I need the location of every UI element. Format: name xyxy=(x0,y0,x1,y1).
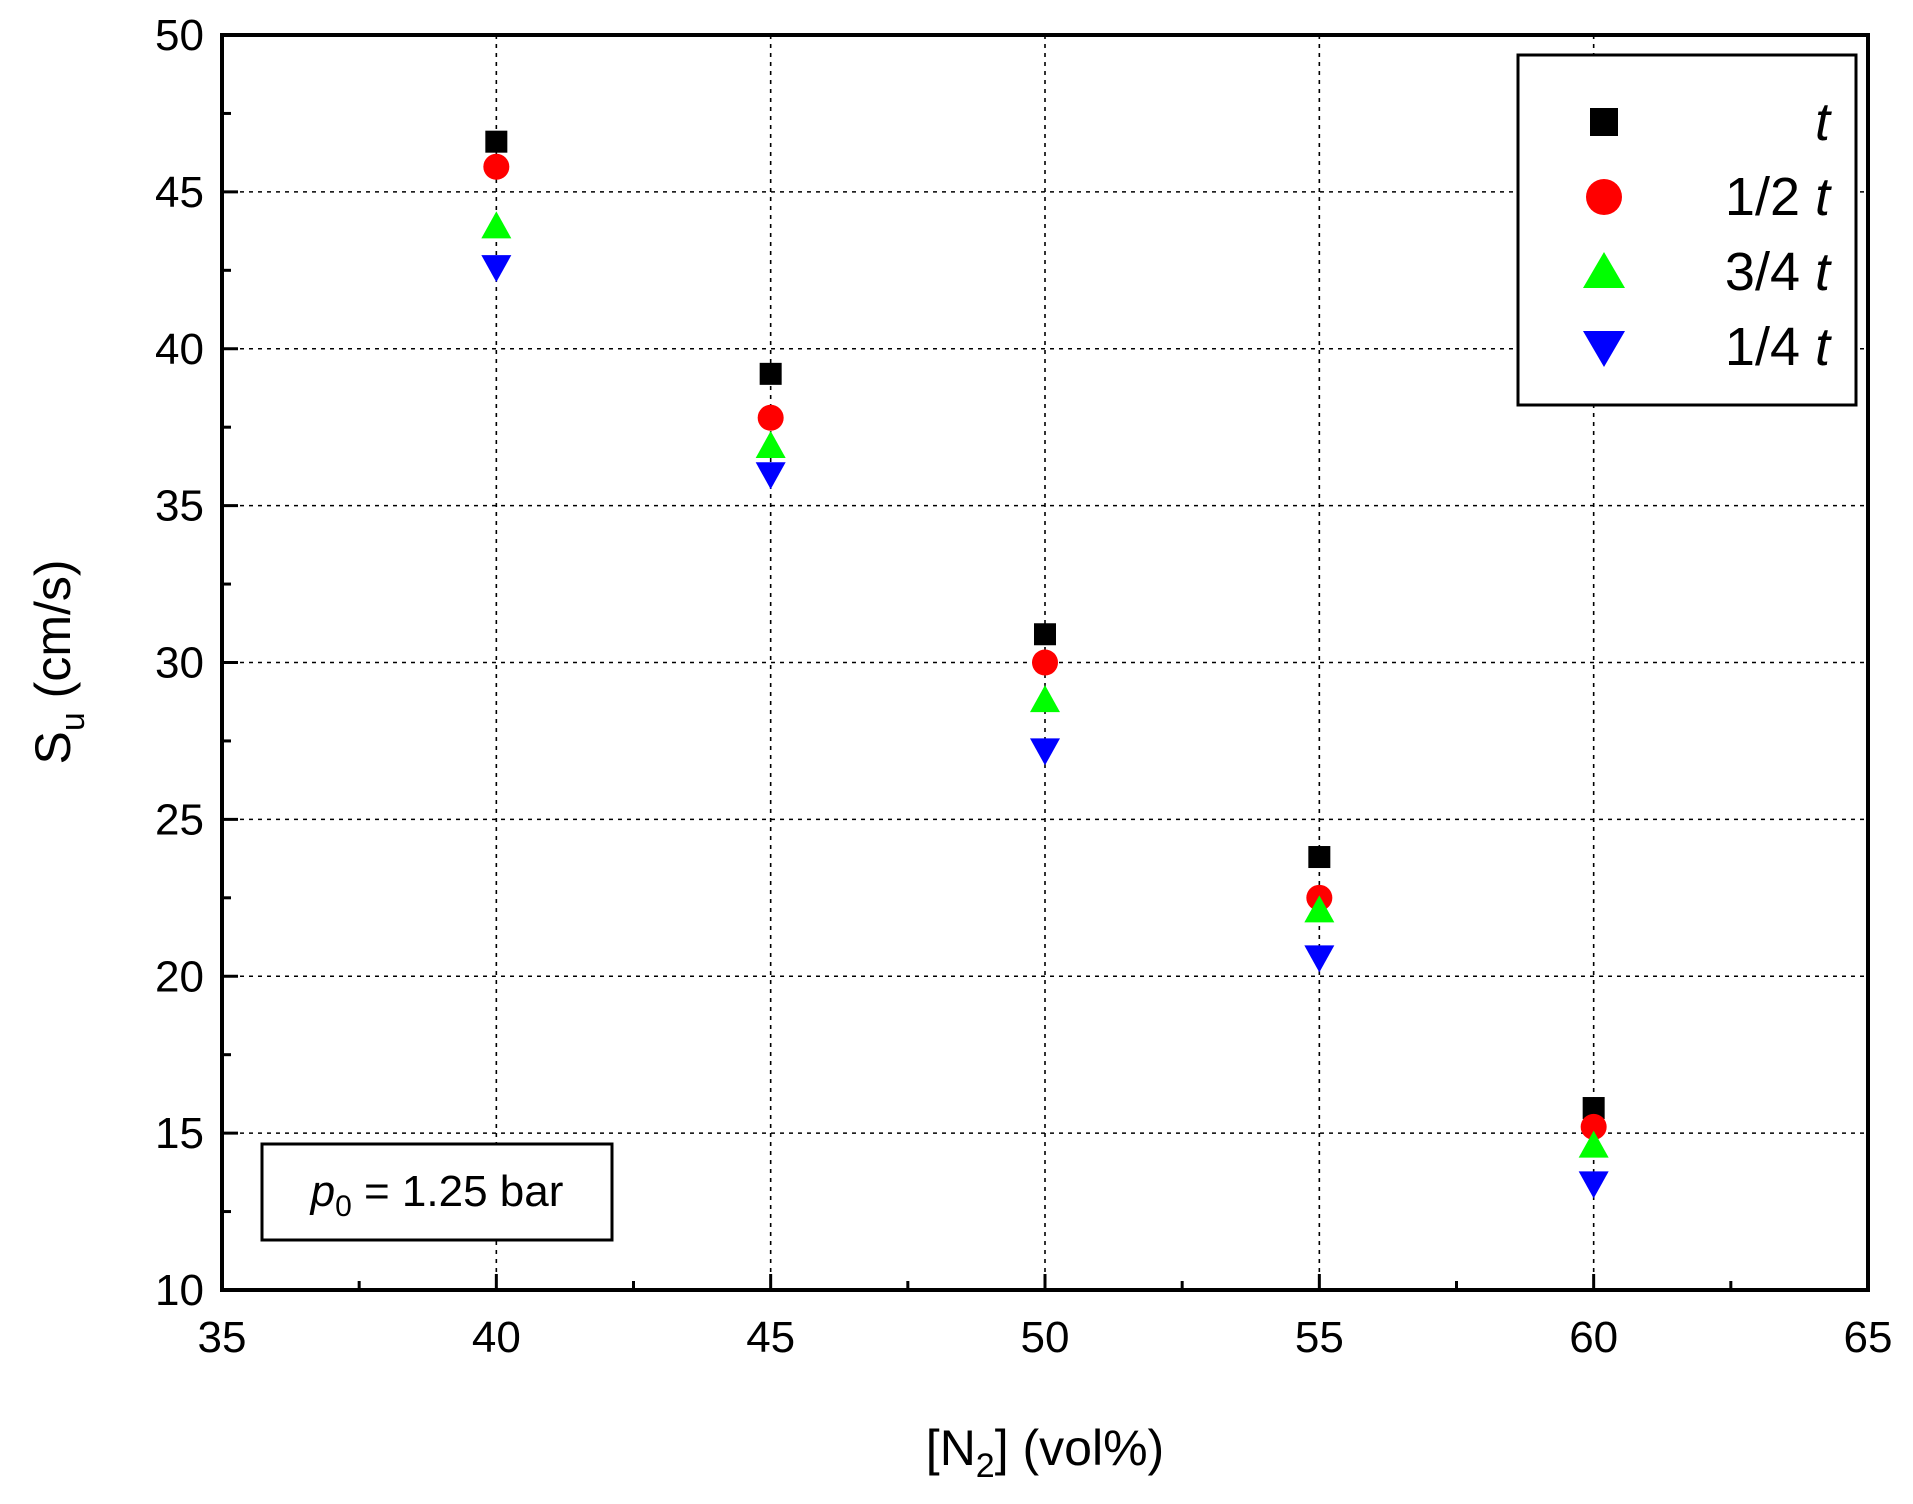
plot-frame xyxy=(220,33,1870,1292)
x-tick-labels: 35 40 45 50 55 60 65 xyxy=(198,1313,1893,1362)
y-tick-label: 25 xyxy=(155,795,204,844)
x-axis-title-sub: 2 xyxy=(976,1447,995,1485)
data-point-triangle-up xyxy=(1578,1130,1609,1158)
legend-symbol-square xyxy=(1590,108,1618,136)
data-point-square xyxy=(485,130,508,153)
series-triangle-down xyxy=(481,255,1609,1199)
annotation-text: p0 = 1.25 bar xyxy=(309,1167,564,1223)
legend-box xyxy=(1516,53,1858,407)
data-point-square xyxy=(1582,1097,1605,1120)
data-point-triangle-down xyxy=(1304,945,1335,973)
series-circle xyxy=(483,153,1607,1140)
x-tick-label: 50 xyxy=(1021,1313,1070,1362)
legend-label-half-t: 1/2 t xyxy=(1725,167,1832,227)
data-point-square xyxy=(1308,846,1331,869)
y-axis-title-sub: u xyxy=(54,712,92,731)
data-point-circle xyxy=(1032,649,1058,676)
y-tick-label: 10 xyxy=(155,1266,204,1315)
x-axis-title-main: [N xyxy=(926,1420,976,1476)
y-axis-title-main: S xyxy=(25,731,81,764)
y-tick-label: 40 xyxy=(155,325,204,374)
data-point-triangle-down xyxy=(755,462,786,490)
series-square xyxy=(485,130,1605,1120)
legend-symbol-triangle-down xyxy=(1583,331,1625,367)
x-tick-label: 40 xyxy=(472,1313,521,1362)
x-tick-label: 45 xyxy=(746,1313,795,1362)
y-tick-label: 35 xyxy=(155,482,204,531)
y-tick-label: 20 xyxy=(155,952,204,1001)
legend-symbols xyxy=(1583,108,1625,367)
data-point-circle xyxy=(483,153,510,180)
series-triangle-up xyxy=(481,211,1609,1158)
x-axis-title-tail: ] (vol%) xyxy=(995,1420,1164,1476)
data-point-triangle-down xyxy=(1030,738,1060,766)
data-point-triangle-up xyxy=(481,211,512,239)
x-tick-label: 60 xyxy=(1569,1313,1618,1362)
x-tick-label: 35 xyxy=(198,1313,247,1362)
legend-symbol-circle xyxy=(1586,179,1622,215)
y-tick-label: 45 xyxy=(155,168,204,217)
x-axis-title: [N2] (vol%) xyxy=(926,1420,1164,1485)
y-tick-labels: 10 15 20 25 30 35 40 45 50 xyxy=(155,11,204,1315)
legend: t 1/2 t 3/4 t 1/4 t xyxy=(1516,53,1858,407)
y-axis-title: Su (cm/s) xyxy=(25,559,92,764)
x-tick-label: 65 xyxy=(1844,1313,1893,1362)
x-tick-label: 55 xyxy=(1295,1313,1344,1362)
data-point-square xyxy=(1034,623,1056,646)
data-point-triangle-down xyxy=(481,255,512,283)
y-tick-label: 50 xyxy=(155,11,204,60)
data-point-triangle-down xyxy=(1578,1171,1609,1199)
annotation-box xyxy=(260,1142,614,1242)
y-tick-label: 30 xyxy=(155,639,204,688)
legend-symbol-triangle-up xyxy=(1583,252,1625,288)
data-point-circle xyxy=(757,404,784,431)
y-axis-title-tail: (cm/s) xyxy=(25,559,81,712)
y-tick-label: 15 xyxy=(155,1109,204,1158)
data-point-triangle-up xyxy=(1304,895,1335,923)
legend-label-quarter-t: 1/4 t xyxy=(1725,317,1832,377)
data-point-triangle-up xyxy=(1030,685,1060,713)
legend-label-t: t xyxy=(1815,92,1832,152)
pressure-annotation: p0 = 1.25 bar xyxy=(260,1142,614,1242)
data-markers xyxy=(481,130,1609,1199)
data-point-triangle-up xyxy=(755,431,786,459)
data-point-circle xyxy=(1580,1113,1607,1140)
data-point-square xyxy=(759,362,782,385)
legend-label-three-quarter-t: 3/4 t xyxy=(1725,242,1832,302)
